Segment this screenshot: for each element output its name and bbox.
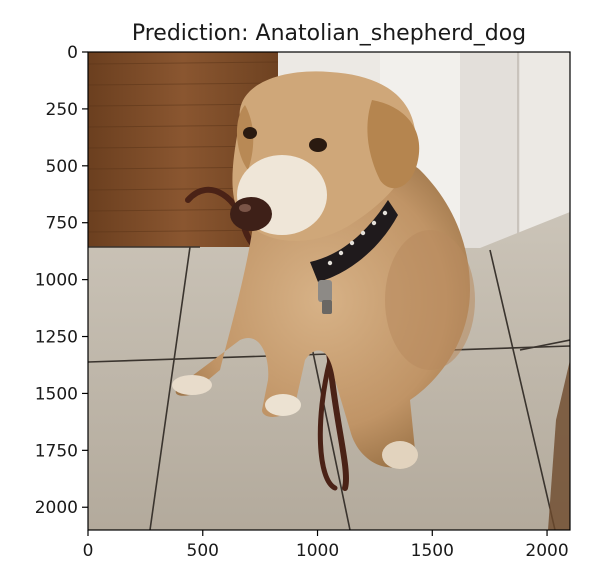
dog-eye-right bbox=[309, 138, 327, 152]
dog-hindquarter bbox=[385, 230, 475, 370]
y-tick-label: 1750 bbox=[35, 441, 78, 461]
leash-loop bbox=[317, 357, 338, 491]
x-axis: 0 500 1000 1500 2000 bbox=[83, 530, 569, 561]
tile-grout-line bbox=[489, 249, 556, 530]
plot-area: 0 500 1000 1500 2000 0 250 500 750 1000 1250 1500 1… bbox=[35, 43, 571, 561]
door-frame bbox=[460, 52, 520, 252]
x-tick-label: 1500 bbox=[411, 541, 454, 561]
wood-grain-line bbox=[88, 82, 279, 86]
y-tick-label: 2000 bbox=[35, 498, 78, 518]
dog-ear-right bbox=[367, 100, 420, 189]
collar-stud bbox=[349, 240, 355, 246]
y-axis: 0 250 500 750 1000 1250 1500 1750 2000 bbox=[35, 43, 88, 518]
dog-body bbox=[175, 163, 470, 468]
floor-edge bbox=[548, 360, 570, 530]
y-tick-label: 500 bbox=[46, 157, 78, 177]
dog-nose bbox=[230, 197, 272, 231]
dog-collar bbox=[310, 200, 398, 282]
tile-grout-line bbox=[149, 246, 191, 530]
y-tick-label: 250 bbox=[46, 100, 78, 120]
collar-tag bbox=[318, 280, 332, 302]
dog-paw-left bbox=[172, 375, 212, 395]
collar-stud bbox=[338, 250, 344, 256]
axes-frame bbox=[87, 51, 571, 531]
dog-paw-right bbox=[265, 394, 301, 416]
dog-eye-left bbox=[243, 127, 257, 139]
dog-photo bbox=[88, 52, 570, 530]
collar-stud bbox=[327, 260, 333, 266]
collar-tag-small bbox=[322, 300, 332, 314]
chart-title: Prediction: Anatolian_shepherd_dog bbox=[132, 21, 526, 46]
x-tick-label: 1000 bbox=[296, 541, 339, 561]
collar-stud bbox=[371, 220, 377, 226]
wood-grain-line bbox=[88, 61, 279, 65]
collar-stud bbox=[360, 230, 366, 236]
y-tick-label: 750 bbox=[46, 214, 78, 234]
y-tick-label: 1500 bbox=[35, 384, 78, 404]
x-tick-label: 0 bbox=[83, 541, 94, 561]
collar-stud bbox=[382, 210, 388, 216]
y-tick-label: 1250 bbox=[35, 328, 78, 348]
x-tick-label: 500 bbox=[187, 541, 219, 561]
y-tick-label: 0 bbox=[67, 43, 78, 63]
x-tick-label: 2000 bbox=[525, 541, 568, 561]
tile-grout-line bbox=[519, 339, 570, 351]
y-tick-label: 1000 bbox=[35, 271, 78, 291]
dog-ear-left bbox=[236, 105, 254, 170]
dog-nose-highlight bbox=[239, 204, 251, 212]
dog-paw-back bbox=[382, 441, 418, 469]
